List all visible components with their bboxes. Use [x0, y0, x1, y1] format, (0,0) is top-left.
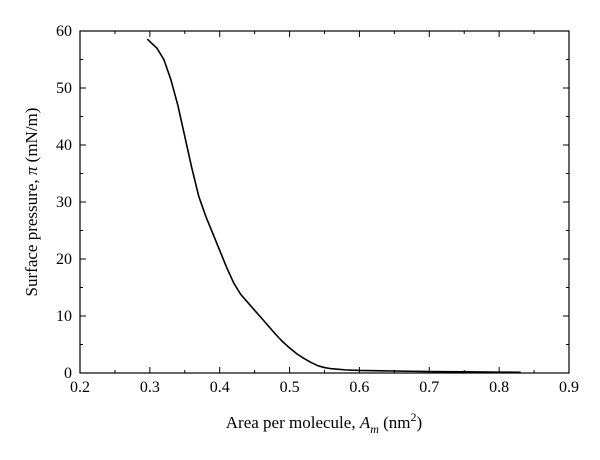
plot-frame	[79, 30, 570, 374]
x-axis-label-unit-open: (nm	[379, 413, 411, 432]
x-axis-label-unit-close: )	[417, 413, 423, 432]
y-axis-label-unit: (mN/m)	[22, 108, 41, 167]
y-axis-label: Surface pressure, π (mN/m)	[22, 108, 41, 297]
x-tick-label: 0.6	[349, 379, 369, 396]
x-tick-label: 0.9	[559, 379, 579, 396]
y-axis-label-prefix: Surface pressure,	[22, 175, 41, 296]
x-axis-label-prefix: Area per molecule,	[226, 413, 360, 432]
series-line	[146, 38, 521, 374]
x-axis-label-unit-sup: 2	[411, 410, 417, 424]
x-tick-label: 0.7	[419, 379, 439, 396]
x-axis-label-subscript: m	[370, 422, 379, 436]
y-tick-label: 60	[56, 23, 72, 40]
x-tick-label: 0.3	[140, 379, 160, 396]
x-tick-label: 0.5	[280, 379, 300, 396]
x-tick-label: 0.8	[489, 379, 509, 396]
x-axis-label-symbol: A	[359, 413, 371, 432]
y-tick-label: 20	[56, 251, 72, 268]
x-tick-label: 0.4	[210, 379, 230, 396]
x-tick-label: 0.2	[70, 379, 90, 396]
ticks-layer: 0.2 0.3 0.4 0.5 0.6 0.7 0.8 0.9 0 10 20 30 40 50 60	[56, 23, 579, 396]
y-tick-label: 40	[56, 137, 72, 154]
y-tick-label: 10	[56, 308, 72, 325]
x-axis-label: Area per molecule, Am (nm2)	[226, 410, 422, 436]
y-tick-label: 0	[64, 365, 72, 382]
y-axis-label-symbol: π	[22, 166, 41, 175]
y-tick-label: 30	[56, 194, 72, 211]
y-tick-label: 50	[56, 80, 72, 97]
